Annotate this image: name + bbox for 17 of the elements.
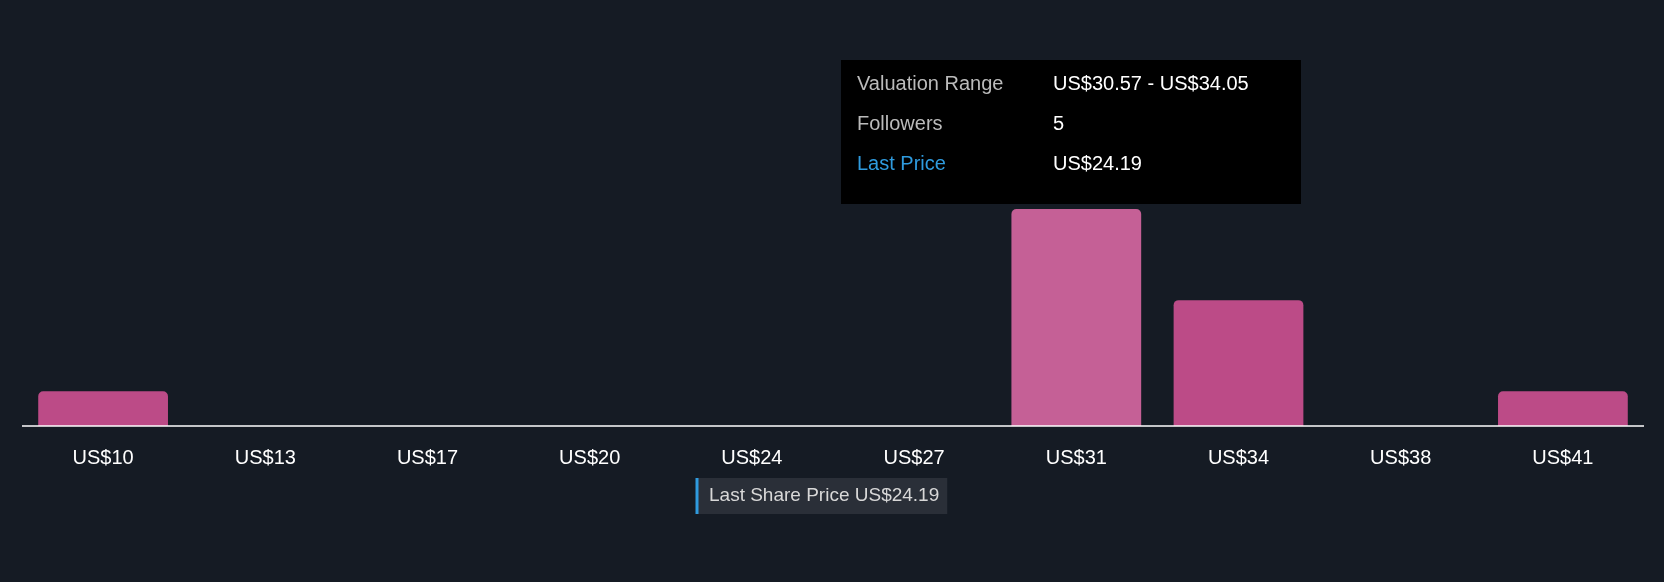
text: Valuation Range — [857, 71, 1004, 94]
x-tick-label: US$31 — [1045, 445, 1107, 468]
text: US$30.57 - US$34.05 — [1053, 71, 1249, 94]
text: Followers — [857, 111, 943, 134]
x-tick-label: US$41 — [1532, 445, 1594, 468]
x-tick-label: US$20 — [559, 445, 621, 468]
text: Last Share Price US$24.19 — [709, 484, 940, 506]
x-tick-label: US$27 — [883, 445, 945, 468]
x-tick-label: US$17 — [396, 445, 459, 468]
text: US$24.19 — [1053, 151, 1142, 174]
x-tick-label: US$10 — [72, 445, 134, 468]
x-tick-label: US$38 — [1370, 445, 1432, 468]
x-tick-label: US$13 — [234, 445, 296, 468]
text: Last Price — [857, 151, 946, 174]
x-tick-label: US$24 — [721, 445, 783, 468]
text: 5 — [1053, 111, 1065, 134]
x-tick-label: US$34 — [1207, 445, 1270, 468]
